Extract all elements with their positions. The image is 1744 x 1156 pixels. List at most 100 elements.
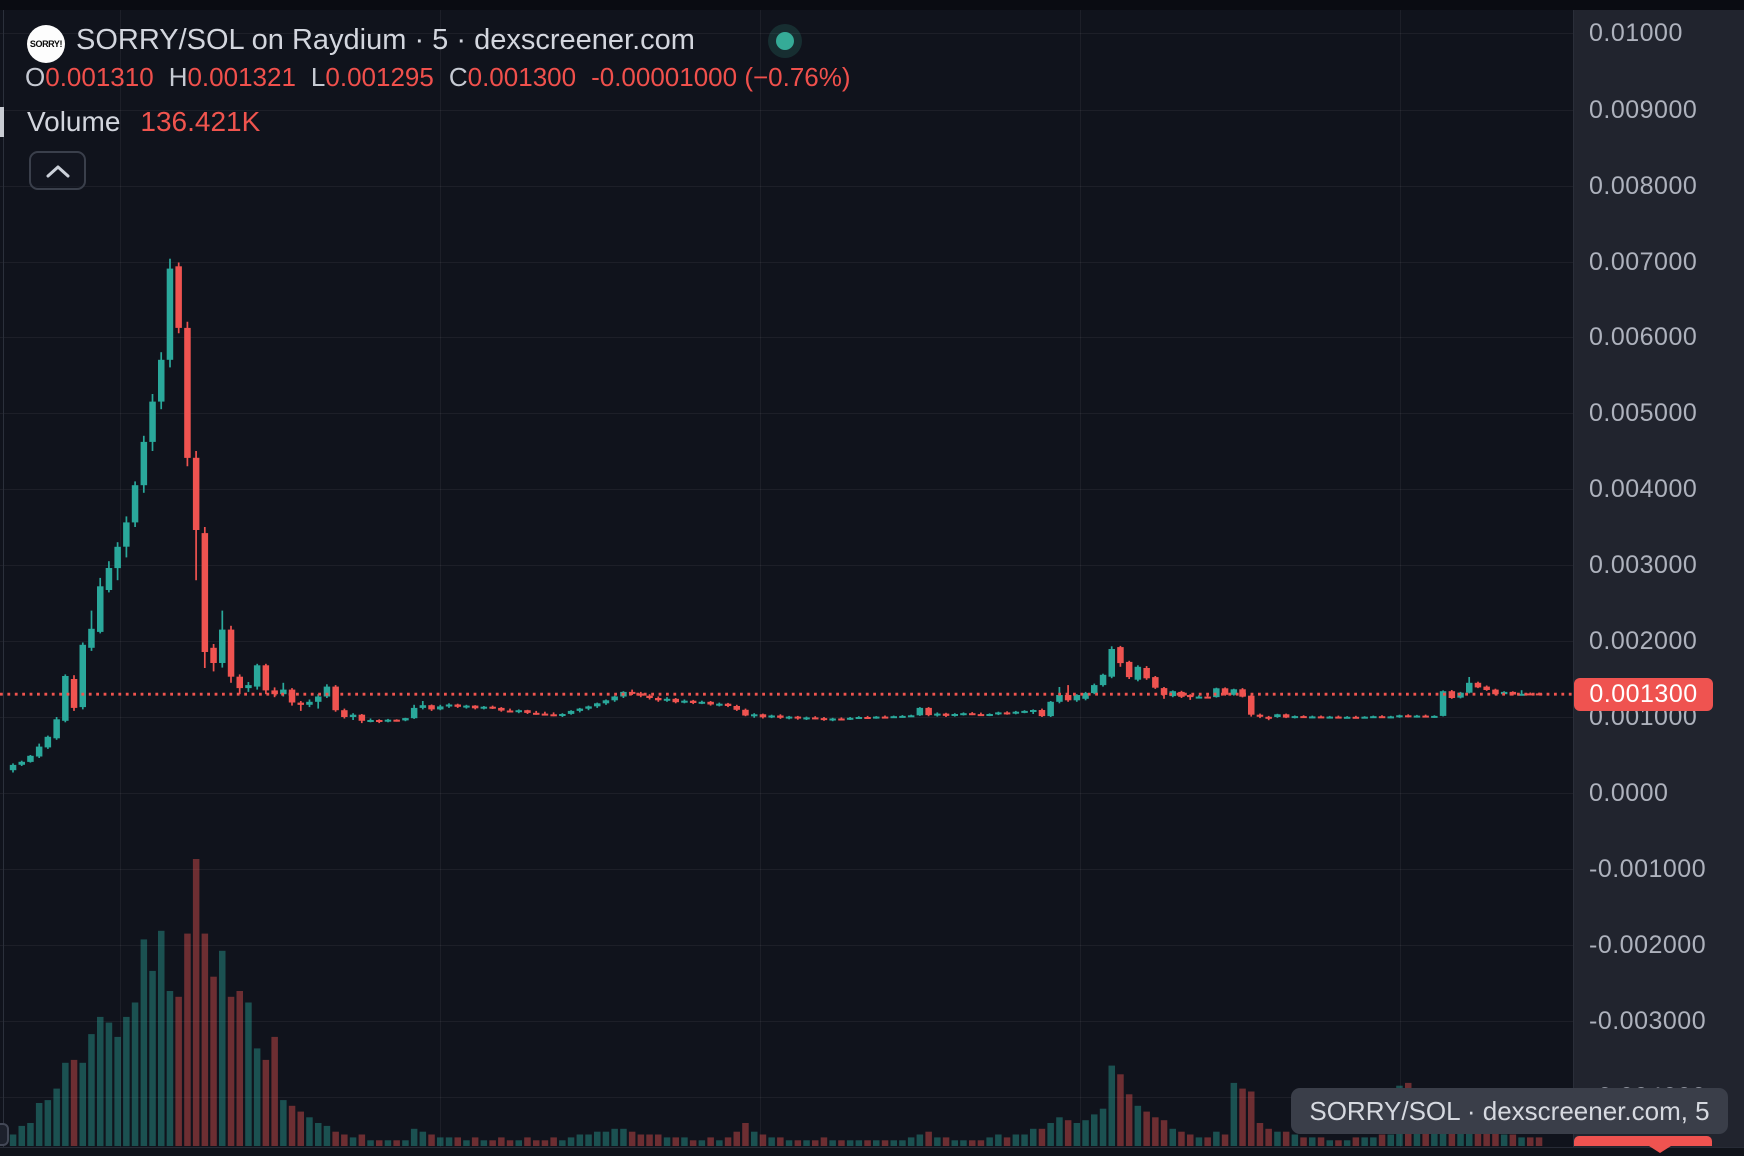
candle[interactable] [637, 691, 645, 698]
volume-bar[interactable] [541, 1140, 549, 1146]
collapse-legend-button[interactable] [29, 151, 86, 190]
candle[interactable] [742, 708, 749, 717]
candle[interactable] [1378, 715, 1386, 719]
volume-bar[interactable] [410, 1128, 418, 1146]
candle[interactable] [899, 715, 906, 718]
volume-bar[interactable] [393, 1140, 400, 1146]
candle[interactable] [1405, 714, 1412, 718]
candle[interactable] [297, 701, 305, 711]
candle[interactable] [1343, 716, 1351, 719]
candle[interactable] [1527, 692, 1534, 696]
candle[interactable] [1187, 694, 1194, 700]
candle[interactable] [445, 703, 453, 708]
volume-bar[interactable] [1474, 1128, 1482, 1146]
volume-bar[interactable] [977, 1140, 985, 1146]
candle[interactable] [262, 663, 270, 695]
volume-bar[interactable] [1230, 1082, 1238, 1146]
volume-bar[interactable] [1422, 1128, 1429, 1146]
candle[interactable] [724, 702, 732, 708]
volume-bar[interactable] [1509, 1134, 1517, 1147]
volume-bar[interactable] [707, 1137, 714, 1146]
candle[interactable] [1030, 709, 1037, 714]
volume-bar[interactable] [1483, 1131, 1490, 1147]
volume-bar[interactable] [1431, 1128, 1438, 1146]
volume-bar[interactable] [1047, 1123, 1054, 1146]
candle[interactable] [1195, 695, 1203, 699]
volume-bar[interactable] [323, 1125, 331, 1146]
candle[interactable] [1099, 673, 1107, 687]
volume-bar[interactable] [149, 970, 156, 1146]
volume-bar[interactable] [280, 1100, 287, 1146]
candle[interactable] [1221, 687, 1229, 696]
candle[interactable] [410, 704, 418, 719]
candle[interactable] [1309, 715, 1316, 719]
candle[interactable] [559, 713, 566, 717]
volume-bar[interactable] [1056, 1117, 1063, 1146]
volume-bar[interactable] [620, 1128, 627, 1146]
candle[interactable] [227, 625, 235, 683]
candle[interactable] [1003, 711, 1011, 715]
price-axis[interactable]: 0.01000 0.009000 0.008000 0.007000 0.006000 0… [1573, 0, 1744, 1147]
volume-bar[interactable] [210, 976, 217, 1146]
candle[interactable] [480, 706, 488, 710]
volume-bar[interactable] [1326, 1140, 1334, 1146]
candle[interactable] [1474, 681, 1482, 689]
volume-bar[interactable] [768, 1137, 775, 1146]
volume-bar[interactable] [594, 1131, 601, 1147]
volume-bar[interactable] [1038, 1128, 1046, 1146]
volume-bar[interactable] [1099, 1108, 1107, 1146]
candle[interactable] [846, 717, 854, 720]
volume-bar[interactable] [515, 1140, 523, 1146]
candle[interactable] [166, 258, 174, 368]
candle[interactable] [53, 717, 60, 740]
volume-bar[interactable] [689, 1140, 697, 1146]
candle[interactable] [1509, 691, 1517, 696]
volume-bar[interactable] [1335, 1140, 1342, 1146]
candle[interactable] [332, 685, 339, 712]
volume-bar[interactable] [672, 1137, 680, 1146]
candle[interactable] [158, 352, 165, 410]
volume-bar[interactable] [820, 1137, 828, 1146]
volume-bar[interactable] [140, 939, 148, 1146]
candle[interactable] [751, 713, 758, 718]
volume-bar[interactable] [1500, 1134, 1508, 1147]
candle[interactable] [672, 698, 680, 704]
candle[interactable] [1396, 714, 1403, 718]
candle[interactable] [812, 716, 819, 720]
candle[interactable] [1483, 685, 1490, 691]
volume-bar[interactable] [1274, 1131, 1281, 1147]
candle[interactable] [550, 712, 557, 717]
candle[interactable] [506, 708, 514, 713]
candle[interactable] [44, 735, 52, 749]
candle[interactable] [934, 712, 941, 717]
candle[interactable] [1335, 715, 1342, 719]
candle[interactable] [88, 610, 95, 651]
volume-bar[interactable] [855, 1140, 863, 1146]
volume-bar[interactable] [1309, 1137, 1316, 1146]
candle[interactable] [1248, 694, 1255, 717]
volume-bar[interactable] [271, 1036, 278, 1146]
candle[interactable] [184, 321, 191, 467]
candle[interactable] [1370, 715, 1377, 719]
candle[interactable] [288, 688, 296, 706]
volume-bar[interactable] [916, 1134, 924, 1147]
candle[interactable] [210, 644, 217, 672]
candle[interactable] [306, 699, 313, 708]
volume-bar[interactable] [245, 1002, 252, 1147]
volume-bar[interactable] [1187, 1134, 1194, 1147]
candle[interactable] [803, 716, 810, 720]
volume-bar[interactable] [1125, 1094, 1133, 1146]
candle[interactable] [489, 705, 496, 709]
volume-bar[interactable] [306, 1117, 313, 1146]
candle[interactable] [1117, 645, 1124, 667]
volume-bar[interactable] [219, 950, 226, 1146]
volume-bar[interactable] [44, 1100, 52, 1146]
volume-bar[interactable] [1457, 1125, 1464, 1146]
candle[interactable] [777, 714, 784, 719]
candle[interactable] [873, 716, 880, 719]
candle[interactable] [9, 763, 17, 773]
volume-bar[interactable] [358, 1134, 366, 1147]
volume-bar[interactable] [88, 1034, 95, 1146]
candle[interactable] [341, 708, 348, 719]
volume-bar[interactable] [253, 1048, 261, 1146]
